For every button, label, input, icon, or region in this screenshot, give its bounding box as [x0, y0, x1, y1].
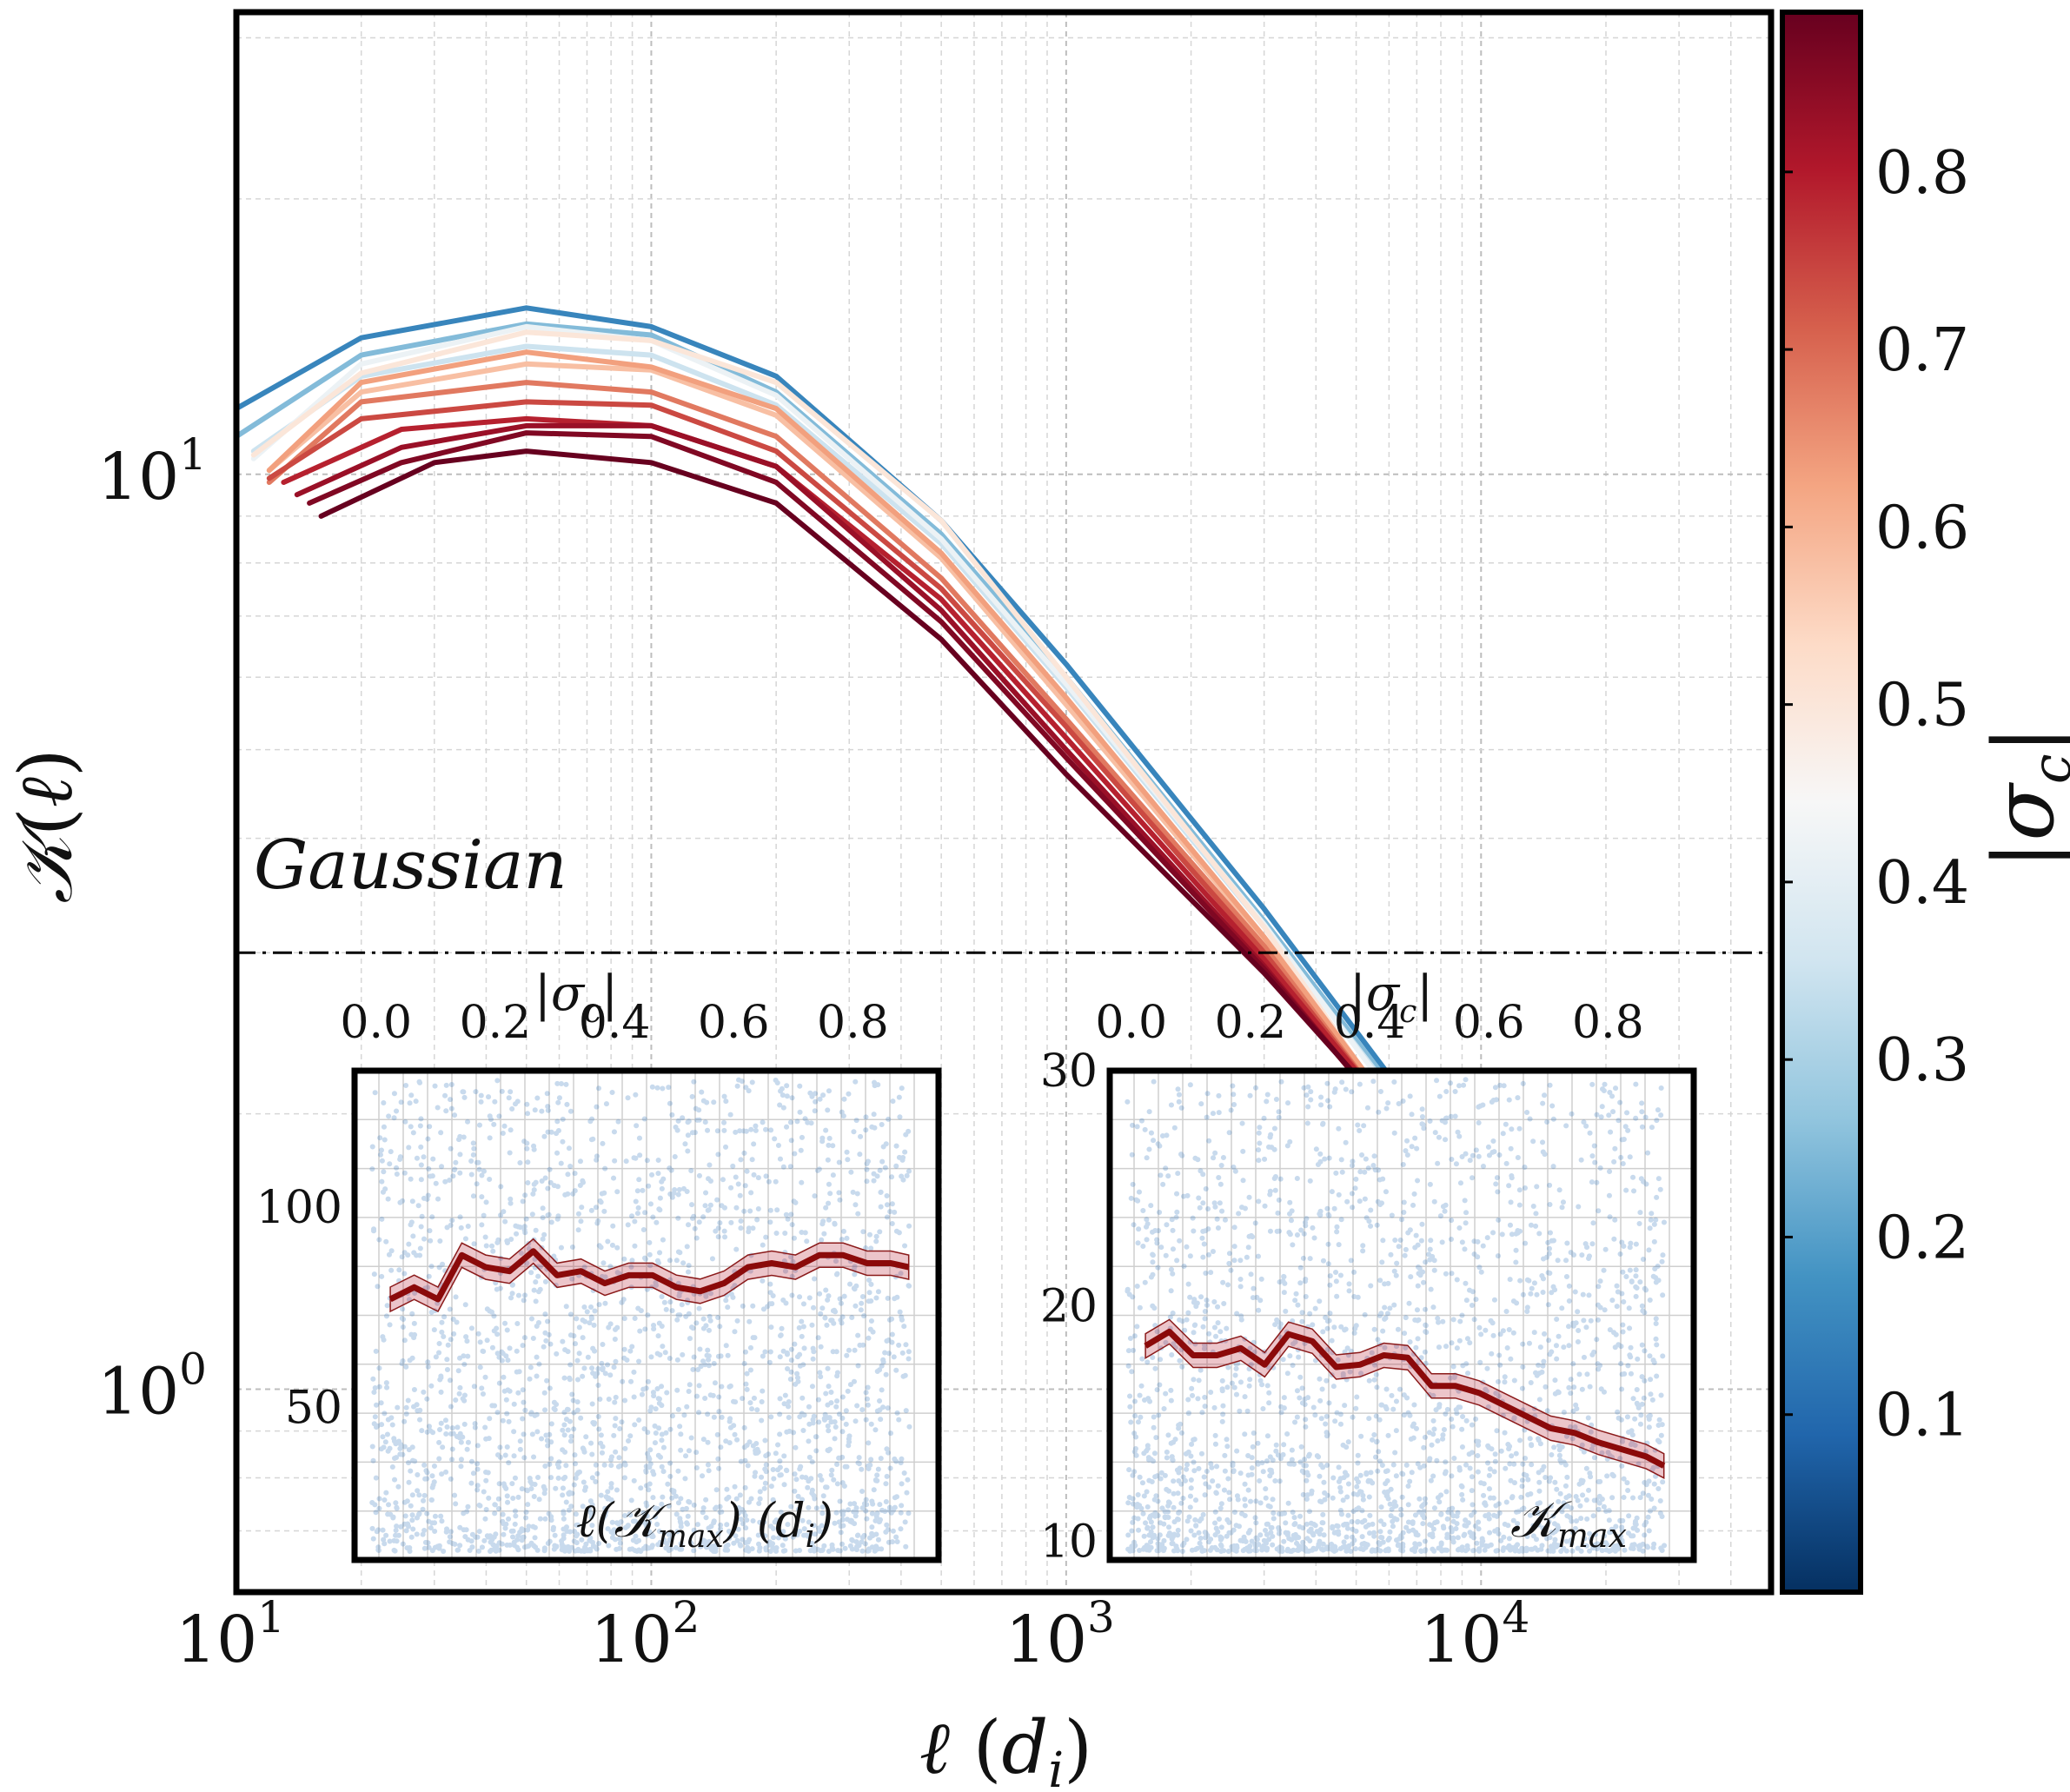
inset-left-xlabel: |σc| — [534, 966, 618, 1030]
colorbar-tick-label: 0.1 — [1875, 1382, 1969, 1450]
colorbar-label: |σc| — [1975, 726, 2070, 869]
x-tick-label: 104 — [1420, 1592, 1529, 1677]
x-axis-label: ℓ (di) — [919, 1705, 1092, 1792]
inset-left-frame — [351, 1067, 942, 1563]
main-axis-ticks: 101 102 103 104 100 101 — [97, 429, 1529, 1677]
colorbar-tick-label: 0.8 — [1875, 139, 1969, 208]
colorbar-tick-label: 0.6 — [1875, 494, 1969, 562]
inset-x-tick-label: 0.8 — [1572, 997, 1644, 1049]
inset-x-tick-label: 0.2 — [1215, 997, 1287, 1049]
inset-right-frame — [1106, 1067, 1697, 1563]
inset-right-mean-group — [1144, 1318, 1666, 1479]
inset-scatter-points — [1125, 1077, 1668, 1554]
main-grid — [236, 12, 1771, 1592]
inset-right-grid — [1110, 1071, 1694, 1560]
inset-mean-line — [388, 1248, 910, 1303]
inset-x-tick-label: 0.6 — [1453, 997, 1525, 1049]
inset-left-mean-group — [388, 1238, 910, 1313]
y-tick-label: 101 — [97, 429, 207, 514]
gaussian-label: Gaussian — [254, 826, 567, 905]
inset-x-tick-label: 0.6 — [698, 997, 770, 1049]
inset-left-grid — [355, 1071, 939, 1560]
inset-y-tick-label: 10 — [1040, 1516, 1098, 1568]
colorbar-tick-label: 0.2 — [1875, 1204, 1969, 1272]
main-plot-frame — [233, 9, 1775, 1596]
inset-left-ticks: 0.0 0.2 0.4 0.6 0.8 50 100 — [256, 997, 889, 1435]
colorbar-tick-label: 0.3 — [1875, 1026, 1969, 1095]
colorbar-tick-label: 0.7 — [1875, 316, 1969, 385]
inset-right-xlabel: |σc| — [1350, 966, 1433, 1030]
inset-y-tick-label: 100 — [256, 1182, 342, 1234]
inset-y-tick-label: 20 — [1040, 1281, 1098, 1333]
inset-left-xlabel-sigma: σ — [551, 966, 586, 1022]
inset-x-tick-label: 0.2 — [460, 997, 532, 1049]
inset-x-tick-label: 0.8 — [817, 997, 889, 1049]
colorbar-frame — [1780, 10, 1863, 1595]
inset-x-tick-label: 0.4 — [579, 997, 651, 1049]
inset-mean-line — [1144, 1328, 1666, 1469]
inset-x-tick-label: 0.0 — [1095, 997, 1167, 1049]
x-tick-label: 103 — [1005, 1592, 1115, 1677]
y-tick-label: 100 — [97, 1344, 207, 1429]
x-tick-label: 101 — [176, 1592, 285, 1677]
inset-left-annotation: ℓ(𝒦max) (di) — [576, 1493, 833, 1555]
x-tick-label: 102 — [590, 1592, 700, 1677]
inset-right-scatter — [1125, 1077, 1668, 1554]
inset-x-tick-label: 0.0 — [340, 997, 412, 1049]
inset-y-tick-label: 30 — [1040, 1045, 1098, 1098]
inset-left-scatter — [369, 1077, 912, 1554]
colorbar-tick-label: 0.4 — [1875, 849, 1969, 918]
colorbar-tick-label: 0.5 — [1875, 672, 1969, 740]
colorbar-ticks: 0.1 0.2 0.3 0.4 0.5 0.6 0.7 0.8 — [1782, 139, 1969, 1450]
colorbar-gradient — [1782, 12, 1861, 1592]
inset-scatter-points — [369, 1077, 912, 1554]
inset-mean-error-band — [1144, 1318, 1665, 1479]
inset-y-tick-label: 50 — [285, 1383, 342, 1435]
inset-x-tick-label: 0.4 — [1334, 997, 1406, 1049]
y-axis-label: 𝒦(ℓ) — [3, 748, 89, 904]
inset-right-annotation: 𝒦max — [1510, 1490, 1627, 1555]
inset-right-ticks: 0.0 0.2 0.4 0.6 0.8 10 20 30 — [1040, 997, 1644, 1568]
